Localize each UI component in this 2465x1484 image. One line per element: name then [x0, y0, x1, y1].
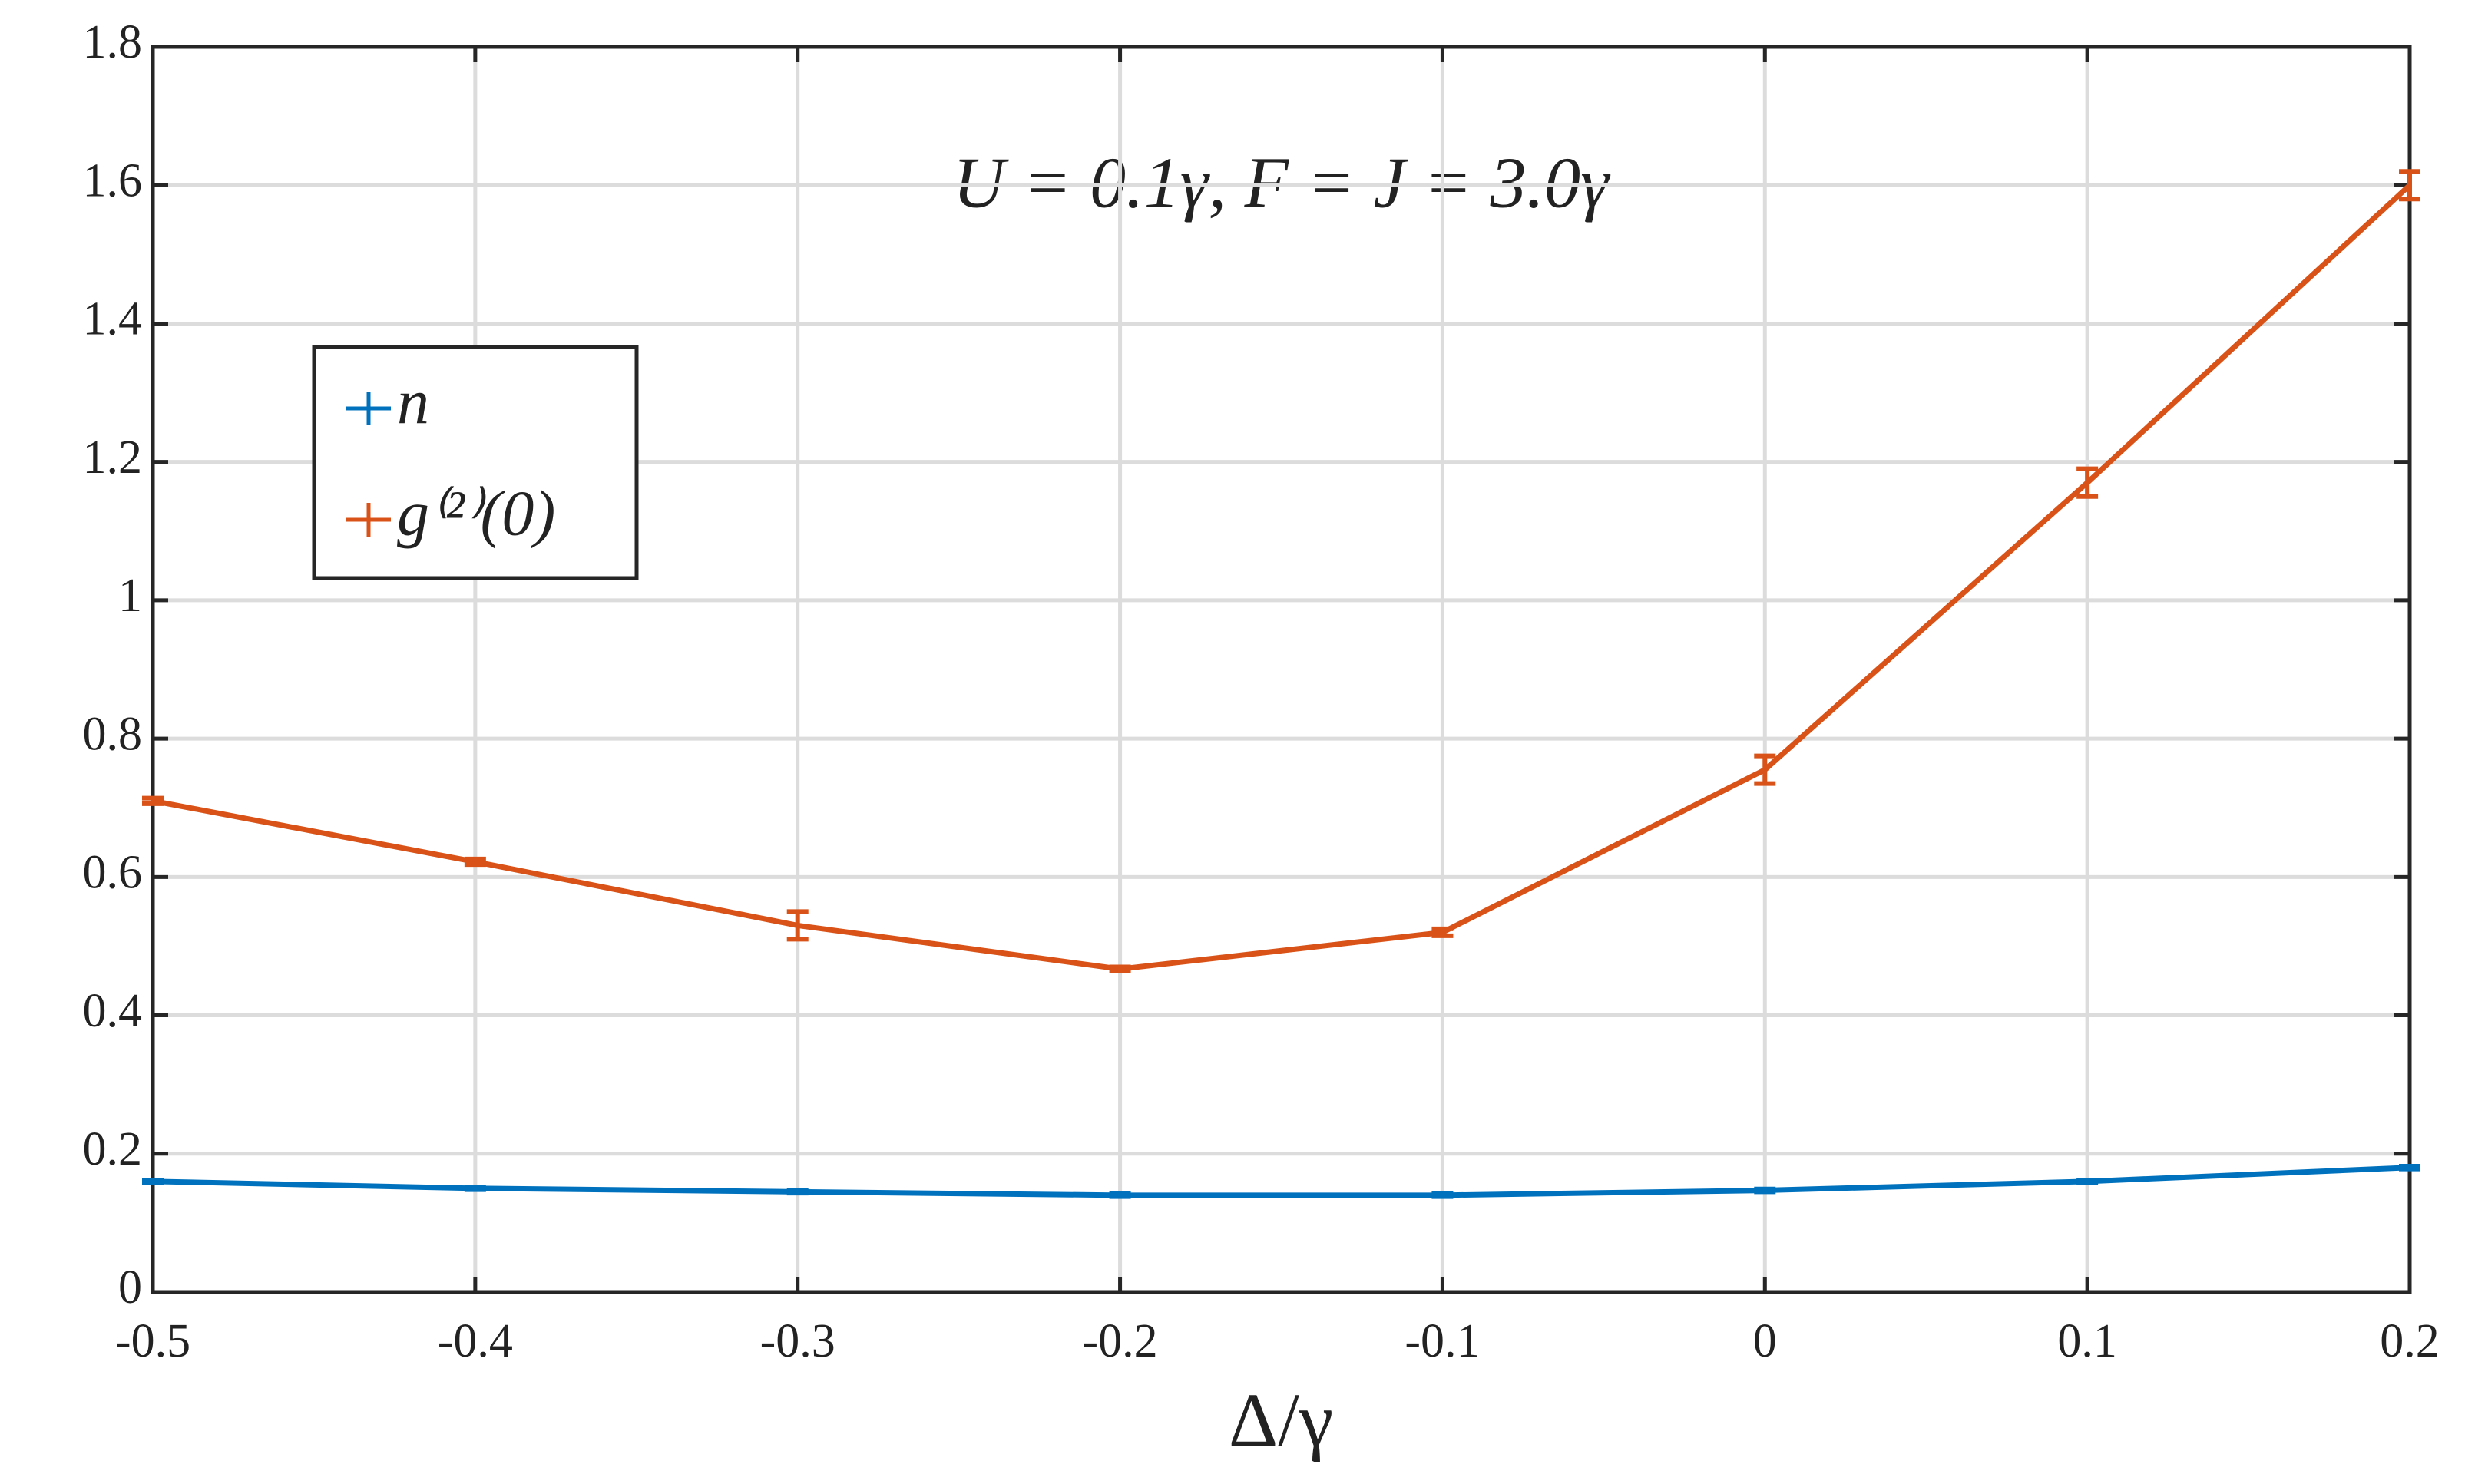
x-tick-label: -0.5 [115, 1315, 190, 1367]
error-bar [464, 1185, 486, 1192]
legend-box [312, 345, 639, 580]
series-line [152, 1165, 2410, 1198]
y-tick-label: 0.2 [83, 1123, 143, 1175]
error-bar [142, 795, 164, 806]
y-tick-label: 0.6 [83, 847, 143, 899]
y-tick-label: 1.4 [83, 293, 143, 345]
error-bar [1754, 753, 1776, 786]
error-bar [786, 909, 809, 942]
y-tick-label: 1.6 [83, 154, 143, 207]
error-bar [786, 1188, 809, 1196]
series-line [152, 183, 2412, 972]
y-tick-label: 1.8 [83, 16, 143, 68]
y-tick-label: 0.8 [83, 708, 143, 760]
error-bar [1431, 926, 1454, 938]
legend-label: g⁽²⁾(0) [397, 478, 555, 549]
x-axis-label: Δ/γ [1229, 1377, 1333, 1463]
error-bar [2399, 1163, 2420, 1172]
x-tick-label: -0.3 [760, 1315, 835, 1367]
legend-label: n [397, 366, 429, 438]
error-bar [2076, 466, 2099, 499]
x-tick-label: 0.1 [2057, 1315, 2117, 1367]
error-bar [1431, 1191, 1454, 1199]
error-bar [1109, 964, 1131, 973]
error-bar [1109, 1191, 1131, 1199]
x-tick-label: -0.2 [1082, 1315, 1157, 1367]
x-tick-label: 0.2 [2380, 1315, 2440, 1367]
x-tick-label: 0 [1753, 1315, 1777, 1367]
axes-box [151, 45, 2412, 1294]
y-tick-label: 0 [118, 1261, 142, 1314]
x-tick-label: -0.1 [1405, 1315, 1480, 1367]
y-tick-label: 1.2 [83, 431, 143, 484]
annotation: U = 0.1γ, F = J = 3.0γ [953, 144, 1611, 223]
y-tick-label: 0.4 [83, 985, 143, 1037]
error-bar [1754, 1186, 1776, 1195]
error-bar [464, 856, 486, 868]
error-bar [2076, 1178, 2099, 1185]
error-bar [2399, 169, 2420, 202]
error-bar [142, 1178, 164, 1185]
x-tick-label: -0.4 [438, 1315, 513, 1367]
y-tick-label: 1 [118, 570, 142, 622]
